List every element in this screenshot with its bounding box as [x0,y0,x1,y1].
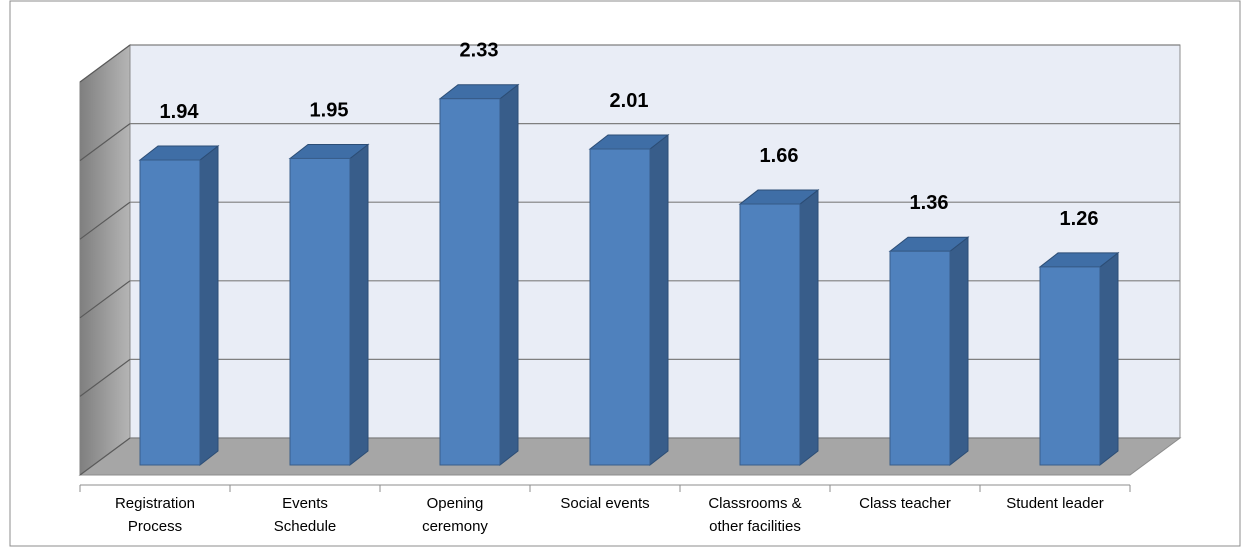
value-label: 1.66 [760,145,799,167]
x-tick-label: Events Schedule [274,495,337,535]
side-grid-line [79,437,131,476]
side-grid-line [79,280,131,319]
x-tick-label: Student leader [1006,495,1104,512]
value-label: 1.36 [910,192,949,214]
x-tick-label: Registration Process [115,495,195,535]
bar [139,159,201,466]
side-grid-line [79,123,131,162]
value-label: 1.26 [1060,208,1099,230]
value-label: 2.01 [610,90,649,112]
bar-side [949,236,969,467]
bar-side [199,145,219,467]
value-label: 1.94 [160,101,200,123]
bar-side [799,189,819,467]
bar-side [349,143,369,467]
side-grid-line [79,44,131,83]
x-tick-label: Class teacher [859,495,951,512]
x-tick-label: Social events [560,495,649,512]
bar [589,148,651,466]
x-tick-label: Opening ceremony [422,495,488,535]
side-wall [79,44,131,476]
side-grid-line [79,358,131,397]
value-label: 1.95 [310,99,349,121]
bar-side [499,83,519,467]
bar-side [1099,251,1119,467]
bar [739,203,801,466]
value-label: 2.33 [460,40,499,62]
bar [289,157,351,466]
bar [439,98,501,466]
bar-side [649,134,669,467]
bar [1039,266,1101,466]
x-tick-label: Classrooms & other facilities [708,495,801,535]
bar [889,250,951,466]
side-grid-line [79,201,131,240]
